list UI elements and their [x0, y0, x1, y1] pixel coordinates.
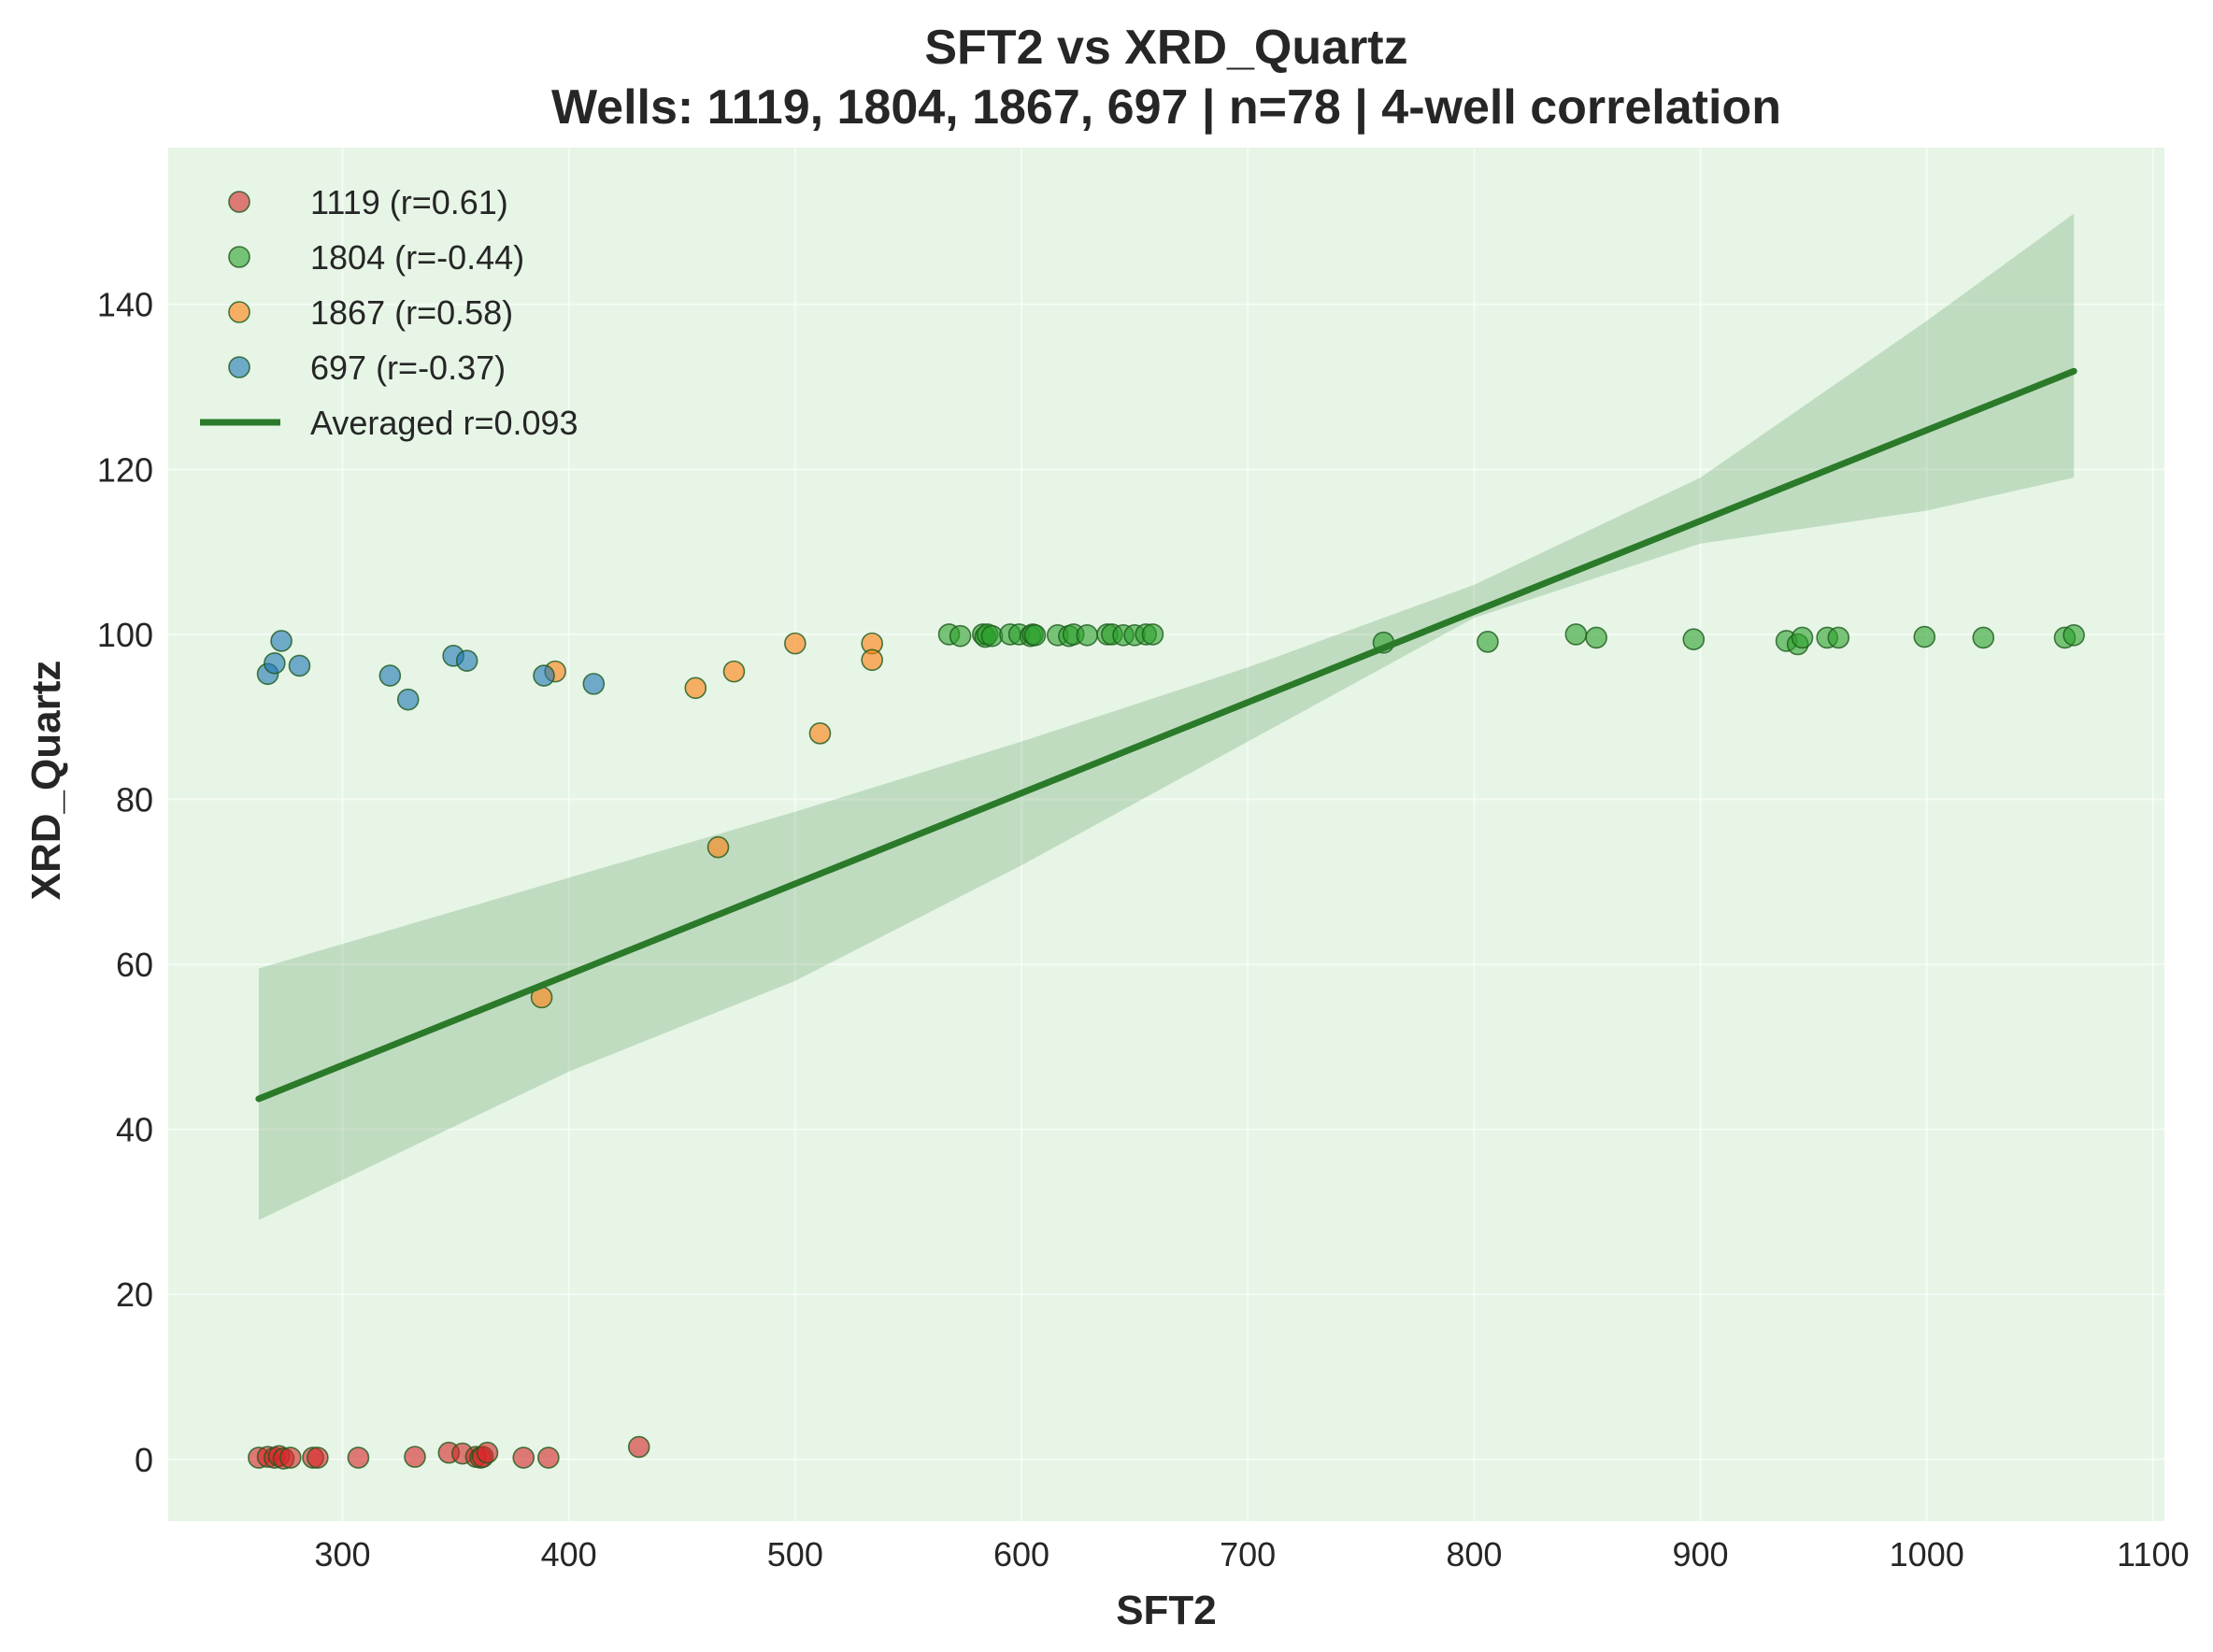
- grid-lines: [168, 148, 2164, 1521]
- data-point: [307, 1446, 329, 1469]
- data-point: [707, 835, 730, 859]
- y-tick-label: 120: [97, 450, 153, 489]
- legend-marker: [228, 246, 250, 268]
- data-point: [1682, 628, 1706, 650]
- data-point: [1972, 626, 1995, 649]
- data-point: [1791, 626, 1814, 649]
- data-point: [1477, 631, 1499, 653]
- x-tick-label: 1100: [2117, 1535, 2189, 1574]
- data-point: [264, 652, 286, 675]
- data-point: [533, 664, 555, 687]
- x-axis-label: SFT2: [1116, 1588, 1217, 1633]
- data-point: [270, 630, 293, 652]
- legend-marker: [228, 356, 250, 378]
- legend-label: 1867 (r=0.58): [310, 293, 513, 332]
- data-point: [1585, 626, 1607, 649]
- data-point: [582, 673, 606, 695]
- data-point: [512, 1446, 535, 1469]
- legend-label: Averaged r=0.093: [310, 404, 578, 442]
- data-point: [278, 1446, 302, 1469]
- y-tick-label: 140: [97, 286, 153, 324]
- y-axis-ticks: 0 20 40 60 80 100 120 140: [97, 286, 153, 1479]
- legend: 1119 (r=0.61) 1804 (r=-0.44) 1867 (r=0.58)…: [200, 183, 578, 442]
- data-point: [1913, 625, 1936, 648]
- data-point: [404, 1446, 426, 1468]
- data-point: [980, 624, 1004, 648]
- data-point: [1827, 626, 1850, 649]
- series-2: [530, 632, 883, 1009]
- data-point: [455, 649, 478, 672]
- x-tick-label: 900: [1672, 1535, 1728, 1574]
- data-point: [949, 624, 972, 648]
- data-point: [722, 660, 746, 683]
- y-tick-label: 60: [116, 946, 153, 984]
- data-point: [861, 648, 883, 672]
- data-point: [1564, 623, 1588, 646]
- data-point: [476, 1441, 499, 1464]
- x-axis-ticks: 300 400 500 600 700 800 900 1000 1100: [314, 1535, 2189, 1574]
- y-tick-label: 100: [97, 616, 153, 654]
- y-tick-label: 0: [135, 1441, 153, 1479]
- legend-marker: [228, 191, 250, 213]
- x-tick-label: 700: [1220, 1535, 1276, 1574]
- data-point: [1076, 623, 1099, 647]
- data-point: [288, 654, 311, 677]
- x-tick-label: 1000: [1890, 1535, 1964, 1574]
- data-point: [1141, 623, 1164, 646]
- legend-label: 1804 (r=-0.44): [310, 238, 524, 277]
- chart-title: SFT2 vs XRD_Quartz: [924, 21, 1407, 75]
- y-axis-label: XRD_Quartz: [23, 661, 69, 901]
- data-point: [396, 688, 420, 711]
- data-point: [537, 1446, 560, 1469]
- y-tick-label: 40: [116, 1111, 153, 1149]
- plot-area: [168, 148, 2164, 1521]
- data-point: [2063, 623, 2085, 647]
- data-point: [784, 632, 807, 655]
- data-point: [347, 1446, 370, 1469]
- data-point: [1023, 623, 1047, 647]
- legend-marker: [228, 301, 250, 323]
- legend-label: 1119 (r=0.61): [310, 183, 508, 221]
- scatter-points: [248, 623, 2085, 1470]
- x-tick-label: 800: [1446, 1535, 1502, 1574]
- series-3: [256, 630, 606, 711]
- x-tick-label: 600: [993, 1535, 1049, 1574]
- x-tick-label: 300: [314, 1535, 370, 1574]
- confidence-band: [258, 213, 2075, 1220]
- data-point: [808, 722, 832, 745]
- data-point: [684, 676, 707, 700]
- series-0: [248, 1435, 650, 1470]
- data-point: [627, 1435, 650, 1459]
- regression-line: [255, 367, 2077, 1103]
- x-tick-label: 400: [541, 1535, 597, 1574]
- y-tick-label: 20: [116, 1275, 153, 1314]
- y-tick-label: 80: [116, 780, 153, 819]
- chart-subtitle: Wells: 1119, 1804, 1867, 697 | n=78 | 4-…: [551, 80, 1781, 135]
- data-point: [378, 664, 402, 687]
- x-tick-label: 500: [767, 1535, 823, 1574]
- legend-label: 697 (r=-0.37): [310, 349, 506, 387]
